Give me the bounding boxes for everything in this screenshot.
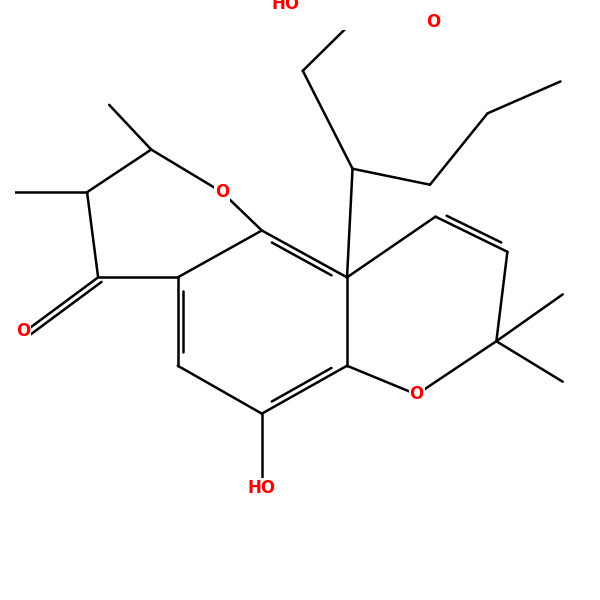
- Text: O: O: [427, 13, 440, 31]
- Text: HO: HO: [272, 0, 300, 13]
- Text: HO: HO: [248, 479, 276, 497]
- Text: O: O: [16, 322, 31, 340]
- Text: O: O: [410, 385, 424, 403]
- Text: O: O: [215, 183, 229, 201]
